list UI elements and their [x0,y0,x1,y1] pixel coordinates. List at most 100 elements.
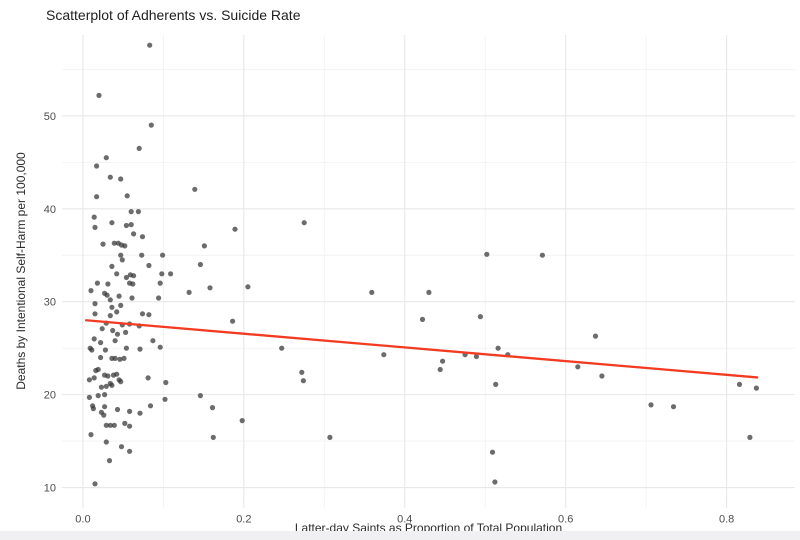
data-point [670,404,677,410]
y-axis-title: Deaths by Intentional Self-Harm per 100,… [14,152,28,390]
data-point [122,243,128,249]
data-point [92,311,98,317]
data-point [736,381,743,387]
screen-edge-strip [0,531,800,540]
data-point [539,252,546,258]
data-point [381,352,387,358]
data-point [279,345,285,351]
data-point [159,271,165,277]
data-point [98,340,104,346]
x-tick-label: 0.6 [558,514,573,526]
data-point [186,289,192,295]
data-point [102,392,108,398]
data-point [99,326,105,332]
data-point [107,174,113,180]
data-point [95,393,101,399]
data-point [96,92,102,98]
data-point [92,481,98,487]
data-point [103,155,109,161]
data-point [91,375,97,381]
data-point [91,214,97,220]
data-point [599,373,605,379]
data-point [131,273,137,279]
x-tick-label: 0.8 [719,514,734,526]
x-tick-label: 0.2 [236,514,251,526]
data-point [103,422,109,428]
data-point [101,412,107,418]
data-point [107,313,113,319]
data-point [86,394,92,400]
data-point [230,318,236,324]
data-point [426,289,432,295]
data-point [112,355,118,361]
data-point [137,346,143,352]
data-point [114,331,121,337]
data-point [301,220,307,226]
data-point [146,312,152,318]
data-point [147,42,153,48]
data-point [114,271,120,277]
data-point [157,344,163,350]
data-point [114,371,120,377]
data-point [147,403,154,409]
data-point [92,301,98,307]
data-point [106,458,113,464]
data-point [111,240,117,246]
data-point [91,336,97,342]
data-point [109,220,115,226]
data-point [592,333,599,339]
data-point [473,353,479,360]
x-tick-label: 0.4 [397,514,412,526]
data-point [145,375,151,381]
data-point [89,347,95,353]
data-point [192,186,198,192]
data-point [489,449,496,455]
data-point [116,293,122,299]
data-point [136,145,142,151]
data-point [127,408,133,414]
data-point [114,406,121,413]
data-point [440,358,446,364]
data-point [239,418,245,424]
data-point [495,345,501,351]
data-point [100,241,106,247]
data-point [107,422,113,428]
data-point [419,316,426,322]
data-point [109,382,115,388]
data-point [117,356,123,362]
data-point [207,285,213,291]
data-point [484,251,490,257]
data-point [118,176,124,182]
data-point [118,379,124,385]
data-point [98,384,104,390]
data-point [107,297,113,303]
data-point [128,222,134,228]
data-point [135,209,141,215]
x-tick-label: 0.0 [75,514,90,526]
data-point [232,226,238,232]
data-point [121,355,127,361]
y-tick-label: 10 [44,483,56,495]
data-point [139,311,146,317]
chart-title: Scatterplot of Adherents vs. Suicide Rat… [46,7,301,23]
data-point [105,281,111,287]
data-point [123,329,129,335]
data-point [123,345,129,351]
data-point [129,295,135,301]
data-point [95,366,101,373]
y-tick-label: 20 [44,390,56,402]
data-point [103,439,109,445]
data-point [123,274,129,281]
data-point [300,378,306,384]
data-point [105,373,111,379]
data-point [369,289,375,295]
data-point [127,448,133,454]
data-point [163,379,169,386]
data-point [128,209,134,215]
data-point [103,383,109,389]
data-point [477,314,483,320]
data-point [146,262,152,269]
data-point [245,284,251,290]
data-point [753,385,760,391]
y-tick-label: 40 [44,204,56,216]
